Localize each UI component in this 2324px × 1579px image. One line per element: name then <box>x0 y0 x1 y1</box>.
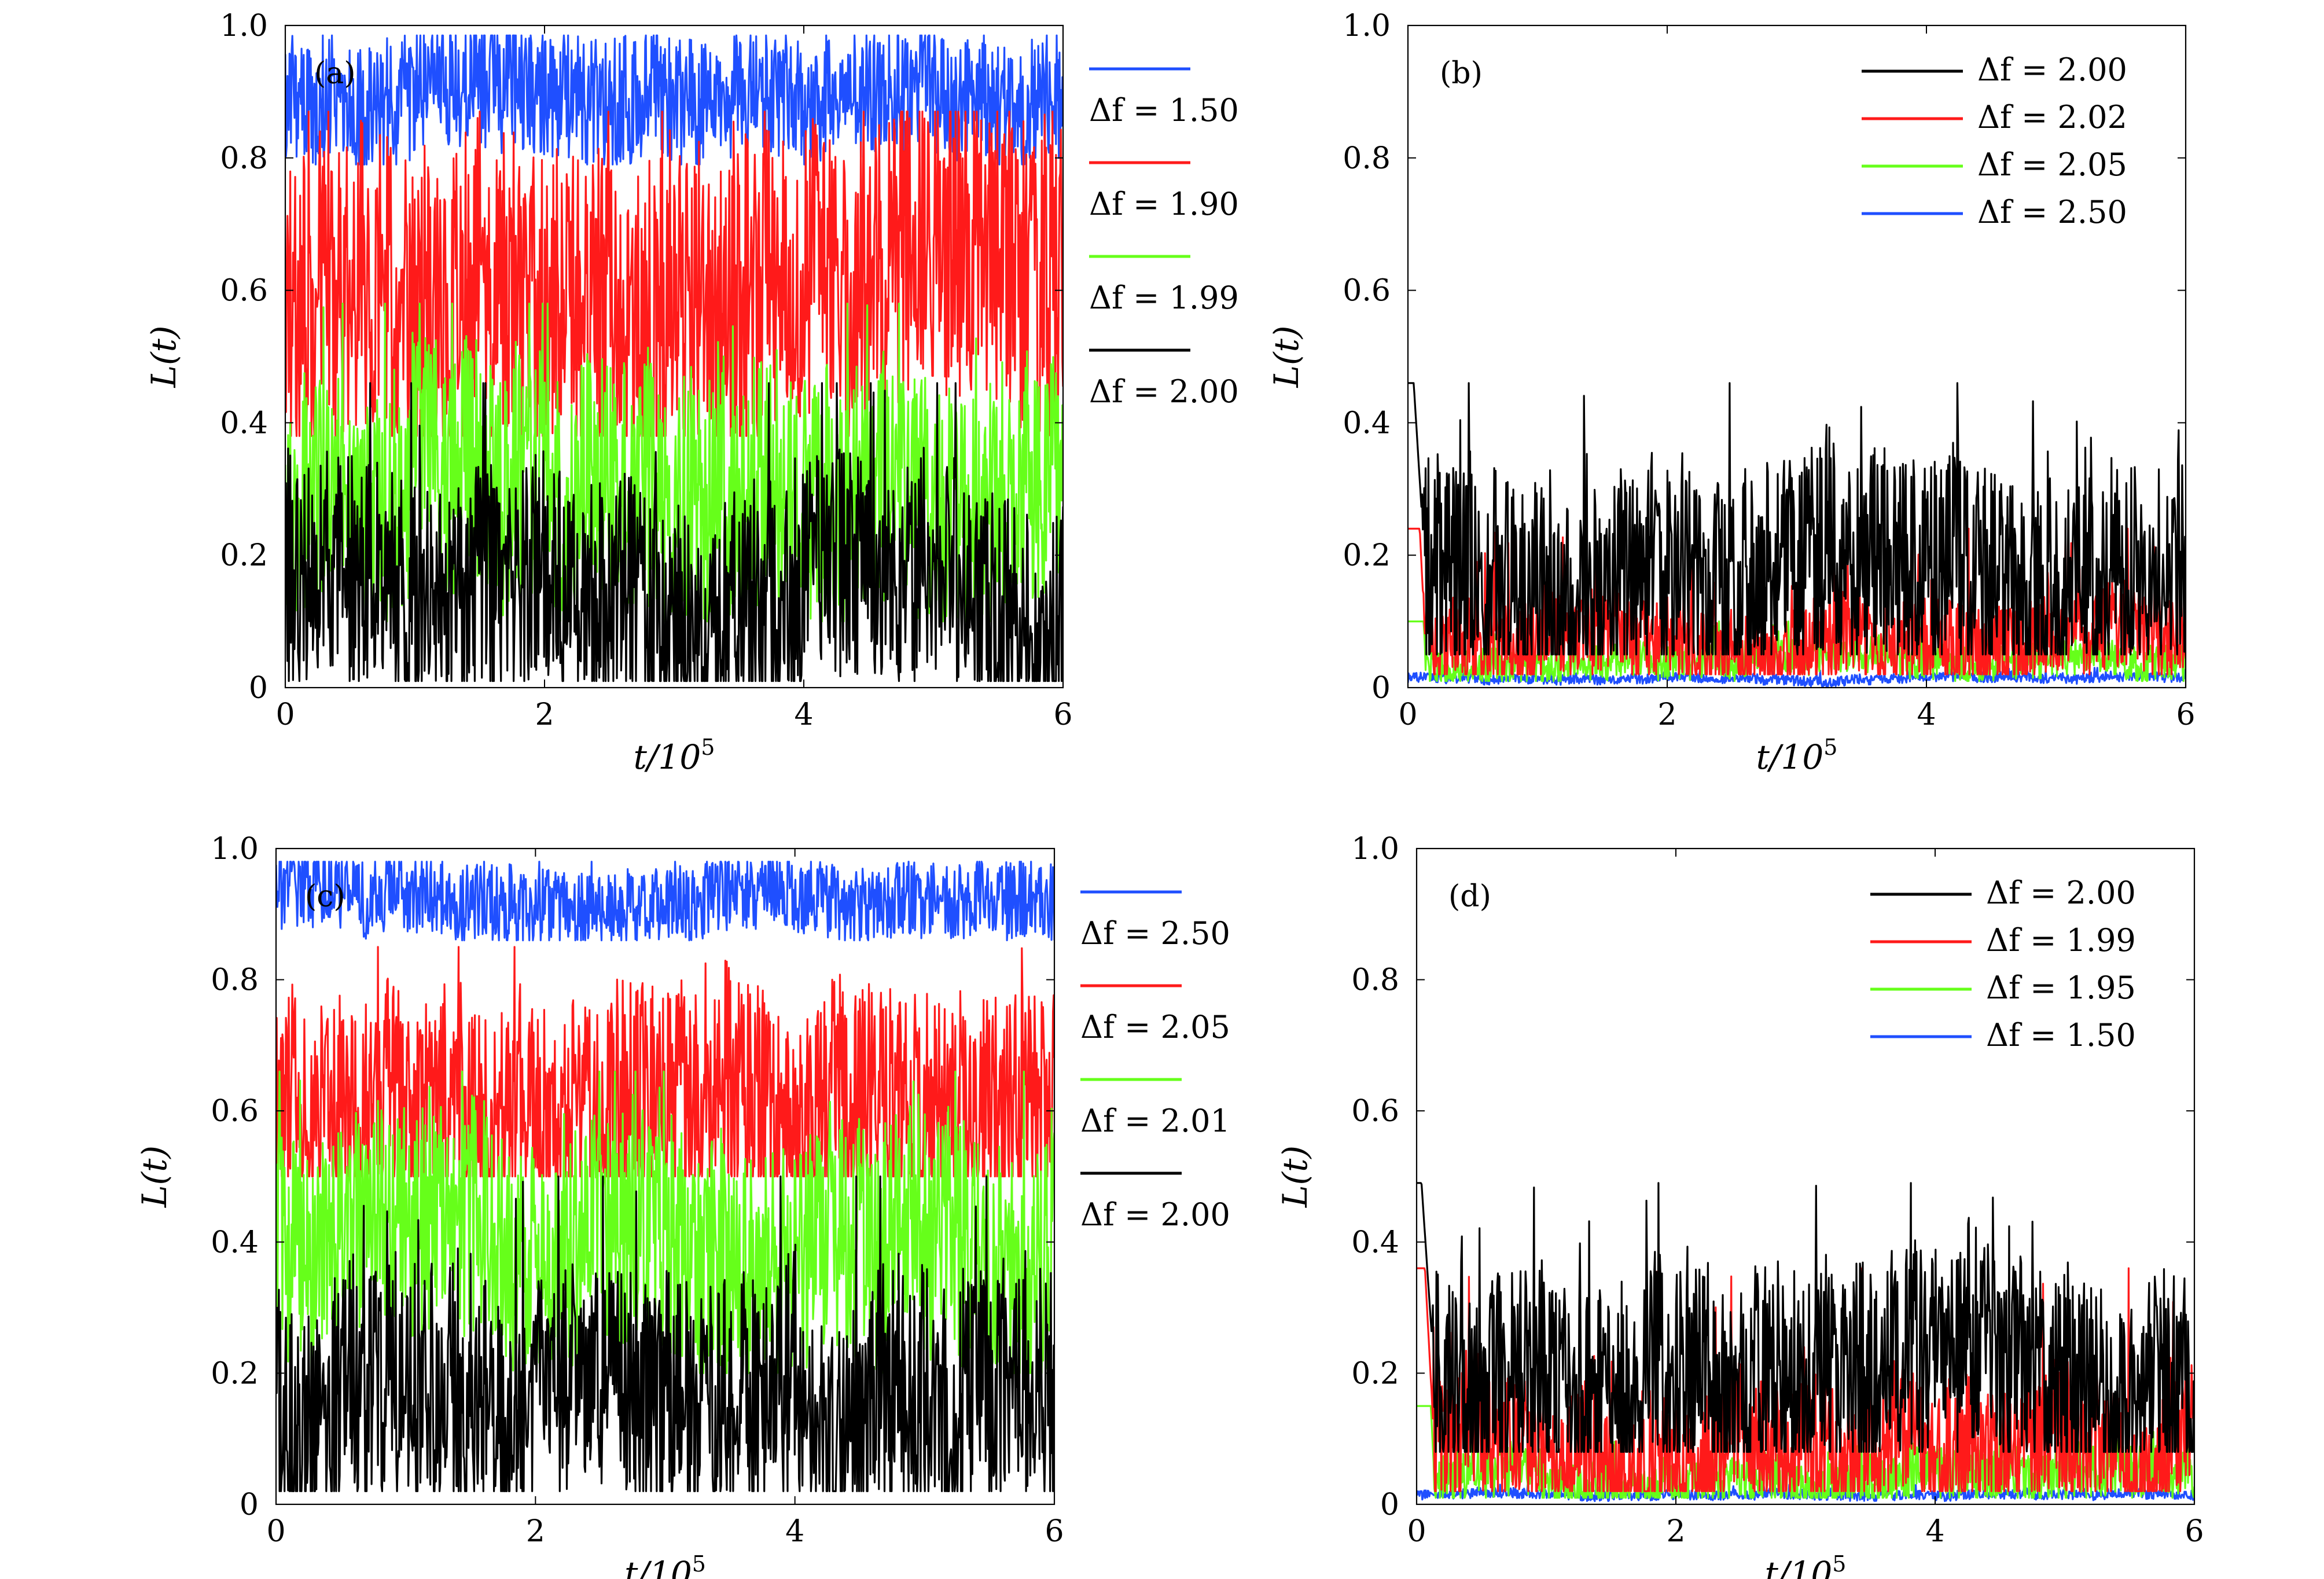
chart-panel: 0 2 4 6 0 0.2 0.4 0.6 0.8 1.0 t/105 L(t) (c) Δf = 2.5… <box>135 832 1230 1579</box>
legend-label: Δf = 1.99 <box>1089 280 1239 316</box>
series-group <box>276 861 1054 1492</box>
y-tick-label: 0 <box>1380 1488 1399 1522</box>
legend-label: Δf = 1.50 <box>1986 1017 2136 1053</box>
legend-label: Δf = 1.99 <box>1986 922 2136 959</box>
legend-label: Δf = 2.00 <box>1080 1196 1230 1233</box>
series-line <box>285 382 1063 682</box>
y-tick-label: 0.8 <box>1343 141 1391 176</box>
series-line <box>1417 1182 2194 1453</box>
legend-label: Δf = 2.00 <box>1977 52 2127 88</box>
y-tick-label: 0 <box>249 671 268 706</box>
series-line <box>1408 667 2186 688</box>
x-tick-label: 4 <box>794 697 813 732</box>
x-tick-label: 2 <box>1666 1514 1685 1549</box>
legend-label: Δf = 2.50 <box>1977 194 2127 230</box>
y-tick-label: 0 <box>1371 671 1391 706</box>
legend: Δf = 1.50 Δf = 1.90 Δf = 1.99 Δf = 2.00 <box>1089 67 1239 410</box>
series-group <box>1417 1182 2194 1502</box>
x-tick-label: 6 <box>2176 697 2195 732</box>
x-tick-label: 4 <box>1917 697 1936 732</box>
legend-label: Δf = 2.01 <box>1080 1103 1230 1139</box>
x-tick-label: 4 <box>1925 1514 1944 1549</box>
y-axis-label: L(t) <box>1267 325 1306 388</box>
series-line <box>276 1070 1054 1374</box>
x-axis-label: t/105 <box>1756 735 1838 777</box>
legend-label: Δf = 2.00 <box>1986 875 2136 911</box>
series-line <box>285 111 1063 437</box>
plot-frame <box>1415 847 2196 1505</box>
x-tick-label: 4 <box>785 1514 804 1549</box>
x-tick-label: 0 <box>266 1514 285 1549</box>
y-tick-label: 0.4 <box>1351 1225 1399 1260</box>
x-tick-label: 6 <box>2185 1514 2204 1549</box>
chart-panel: 0 2 4 6 0 0.2 0.4 0.6 0.8 1.0 t/105 L(t) (a) Δf = 1.5… <box>144 9 1239 777</box>
x-tick-label: 0 <box>1398 697 1417 732</box>
y-tick-label: 0.2 <box>220 538 268 573</box>
x-axis-label: t/105 <box>624 1551 706 1579</box>
legend-label: Δf = 1.90 <box>1089 186 1239 222</box>
series-line <box>276 946 1054 1178</box>
y-axis-label: L(t) <box>1275 1145 1315 1208</box>
x-tick-label: 6 <box>1045 1514 1064 1549</box>
legend: Δf = 2.50 Δf = 2.05 Δf = 2.01 Δf = 2.00 <box>1080 890 1230 1233</box>
series-line <box>1408 382 2186 656</box>
legend: Δf = 2.00 Δf = 2.02 Δf = 2.05 Δf = 2.50 <box>1862 52 2127 230</box>
y-tick-label: 0.8 <box>1351 963 1399 998</box>
plot-frame <box>284 24 1064 689</box>
x-axis-label: t/105 <box>634 735 715 777</box>
plot-frame <box>1407 24 2187 689</box>
y-tick-label: 0.4 <box>1343 406 1391 440</box>
x-tick-label: 6 <box>1053 697 1072 732</box>
y-tick-label: 0.4 <box>220 406 268 440</box>
x-tick-label: 2 <box>535 697 554 732</box>
y-axis-label: L(t) <box>135 1145 174 1208</box>
y-tick-label: 0.2 <box>1351 1356 1399 1391</box>
chart-panel: 0 2 4 6 0 0.2 0.4 0.6 0.8 1.0 t/105 L(t) (d) Δf = 2.0… <box>1275 832 2204 1579</box>
legend-label: Δf = 1.95 <box>1986 970 2136 1006</box>
y-tick-label: 0.8 <box>220 141 268 176</box>
series-group <box>1408 382 2186 688</box>
chart-panel: 0 2 4 6 0 0.2 0.4 0.6 0.8 1.0 t/105 L(t) (b) Δf = 2.0… <box>1267 9 2196 777</box>
legend-label: Δf = 2.05 <box>1080 1009 1230 1045</box>
x-tick-label: 0 <box>1407 1514 1426 1549</box>
legend: Δf = 2.00 Δf = 1.99 Δf = 1.95 Δf = 1.50 <box>1870 875 2136 1053</box>
panel-label: (c) <box>305 879 345 914</box>
y-tick-label: 0.4 <box>211 1225 259 1260</box>
y-tick-label: 1.0 <box>1351 832 1399 866</box>
legend-label: Δf = 2.50 <box>1080 915 1230 952</box>
legend-label: Δf = 2.00 <box>1089 373 1239 410</box>
x-tick-label: 2 <box>1657 697 1676 732</box>
y-tick-label: 1.0 <box>211 832 259 866</box>
x-axis-label: t/105 <box>1765 1551 1847 1579</box>
panel-label: (d) <box>1448 879 1491 914</box>
y-tick-label: 0.6 <box>220 274 268 309</box>
y-tick-label: 0.8 <box>211 963 259 998</box>
series-line <box>276 861 1054 942</box>
legend-label: Δf = 2.05 <box>1977 146 2127 183</box>
y-tick-label: 1.0 <box>1343 9 1391 43</box>
y-tick-label: 0.2 <box>211 1356 259 1391</box>
y-tick-label: 0.2 <box>1343 538 1391 573</box>
y-tick-label: 0.6 <box>211 1094 259 1129</box>
series-line <box>276 1175 1054 1492</box>
panel-label: (a) <box>314 56 356 91</box>
series-line <box>285 34 1063 166</box>
series-group <box>285 34 1063 682</box>
y-axis-label: L(t) <box>144 325 183 388</box>
x-tick-label: 2 <box>526 1514 545 1549</box>
y-tick-label: 0.6 <box>1343 274 1391 309</box>
y-tick-label: 1.0 <box>220 9 268 43</box>
plot-frame <box>275 847 1056 1505</box>
y-tick-label: 0.6 <box>1351 1094 1399 1129</box>
x-tick-label: 0 <box>275 697 295 732</box>
legend-label: Δf = 1.50 <box>1089 92 1239 128</box>
panel-label: (b) <box>1440 56 1483 91</box>
legend-label: Δf = 2.02 <box>1977 99 2127 135</box>
y-tick-label: 0 <box>240 1488 259 1522</box>
